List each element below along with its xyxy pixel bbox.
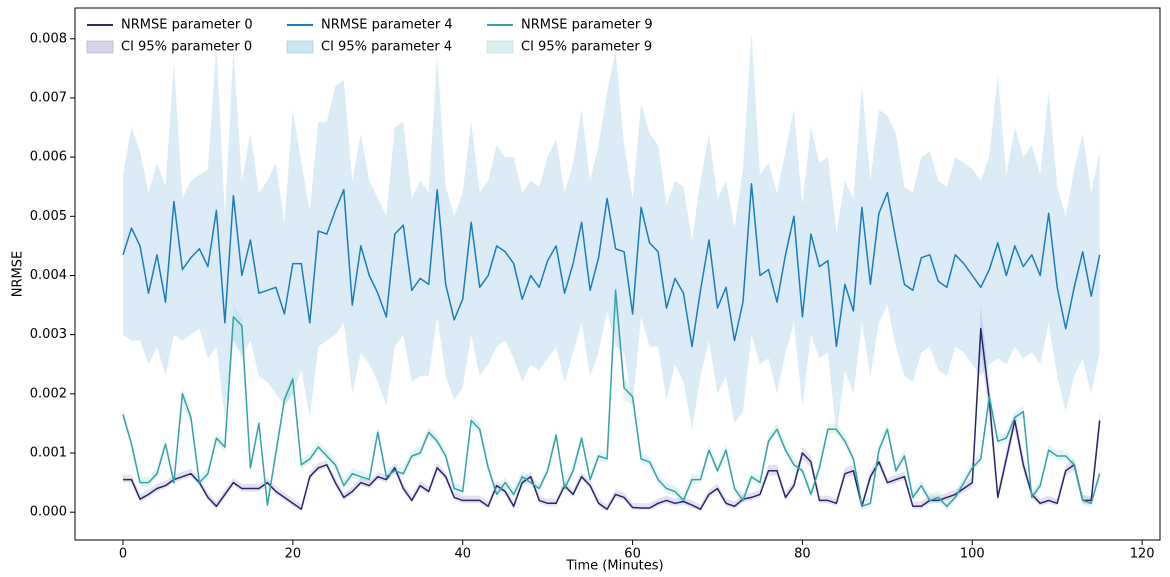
legend-band xyxy=(86,40,114,54)
y-tick-label: 0.002 xyxy=(30,386,67,401)
x-tick-label: 100 xyxy=(960,547,985,562)
legend-label: CI 95% parameter 9 xyxy=(521,40,652,55)
series-line xyxy=(123,327,1101,510)
y-tick-label: 0.004 xyxy=(30,268,67,283)
x-tick-label: 120 xyxy=(1130,547,1155,562)
legend-label: CI 95% parameter 0 xyxy=(121,40,252,55)
x-tick-label: 60 xyxy=(624,547,641,562)
series-line xyxy=(122,183,1101,348)
legend-label: NRMSE parameter 9 xyxy=(521,18,653,33)
legend-label: NRMSE parameter 4 xyxy=(321,18,453,33)
y-tick-label: 0.006 xyxy=(30,150,67,165)
x-tick-label: 0 xyxy=(119,547,127,562)
y-tick-label: 0.005 xyxy=(30,209,67,224)
x-tick-label: 80 xyxy=(794,547,811,562)
legend-label: CI 95% parameter 4 xyxy=(321,40,452,55)
legend-band xyxy=(486,40,514,54)
y-tick-label: 0.007 xyxy=(30,90,67,105)
y-tick-label: 0.001 xyxy=(30,446,67,461)
y-axis-label: NRMSE xyxy=(11,251,26,297)
y-tick-label: 0.003 xyxy=(30,327,67,342)
x-tick-label: 40 xyxy=(454,547,471,562)
ci-band xyxy=(123,32,1100,436)
x-tick-label: 20 xyxy=(285,547,302,562)
series-line xyxy=(122,289,1101,508)
axes-frame xyxy=(74,7,1161,541)
x-axis-label: Time (Minutes) xyxy=(565,559,663,574)
plot-area xyxy=(122,32,1101,511)
y-tick-label: 0.000 xyxy=(30,505,67,520)
y-tick-label: 0.008 xyxy=(30,31,67,46)
legend-band xyxy=(286,40,314,54)
legend-label: NRMSE parameter 0 xyxy=(121,18,253,33)
